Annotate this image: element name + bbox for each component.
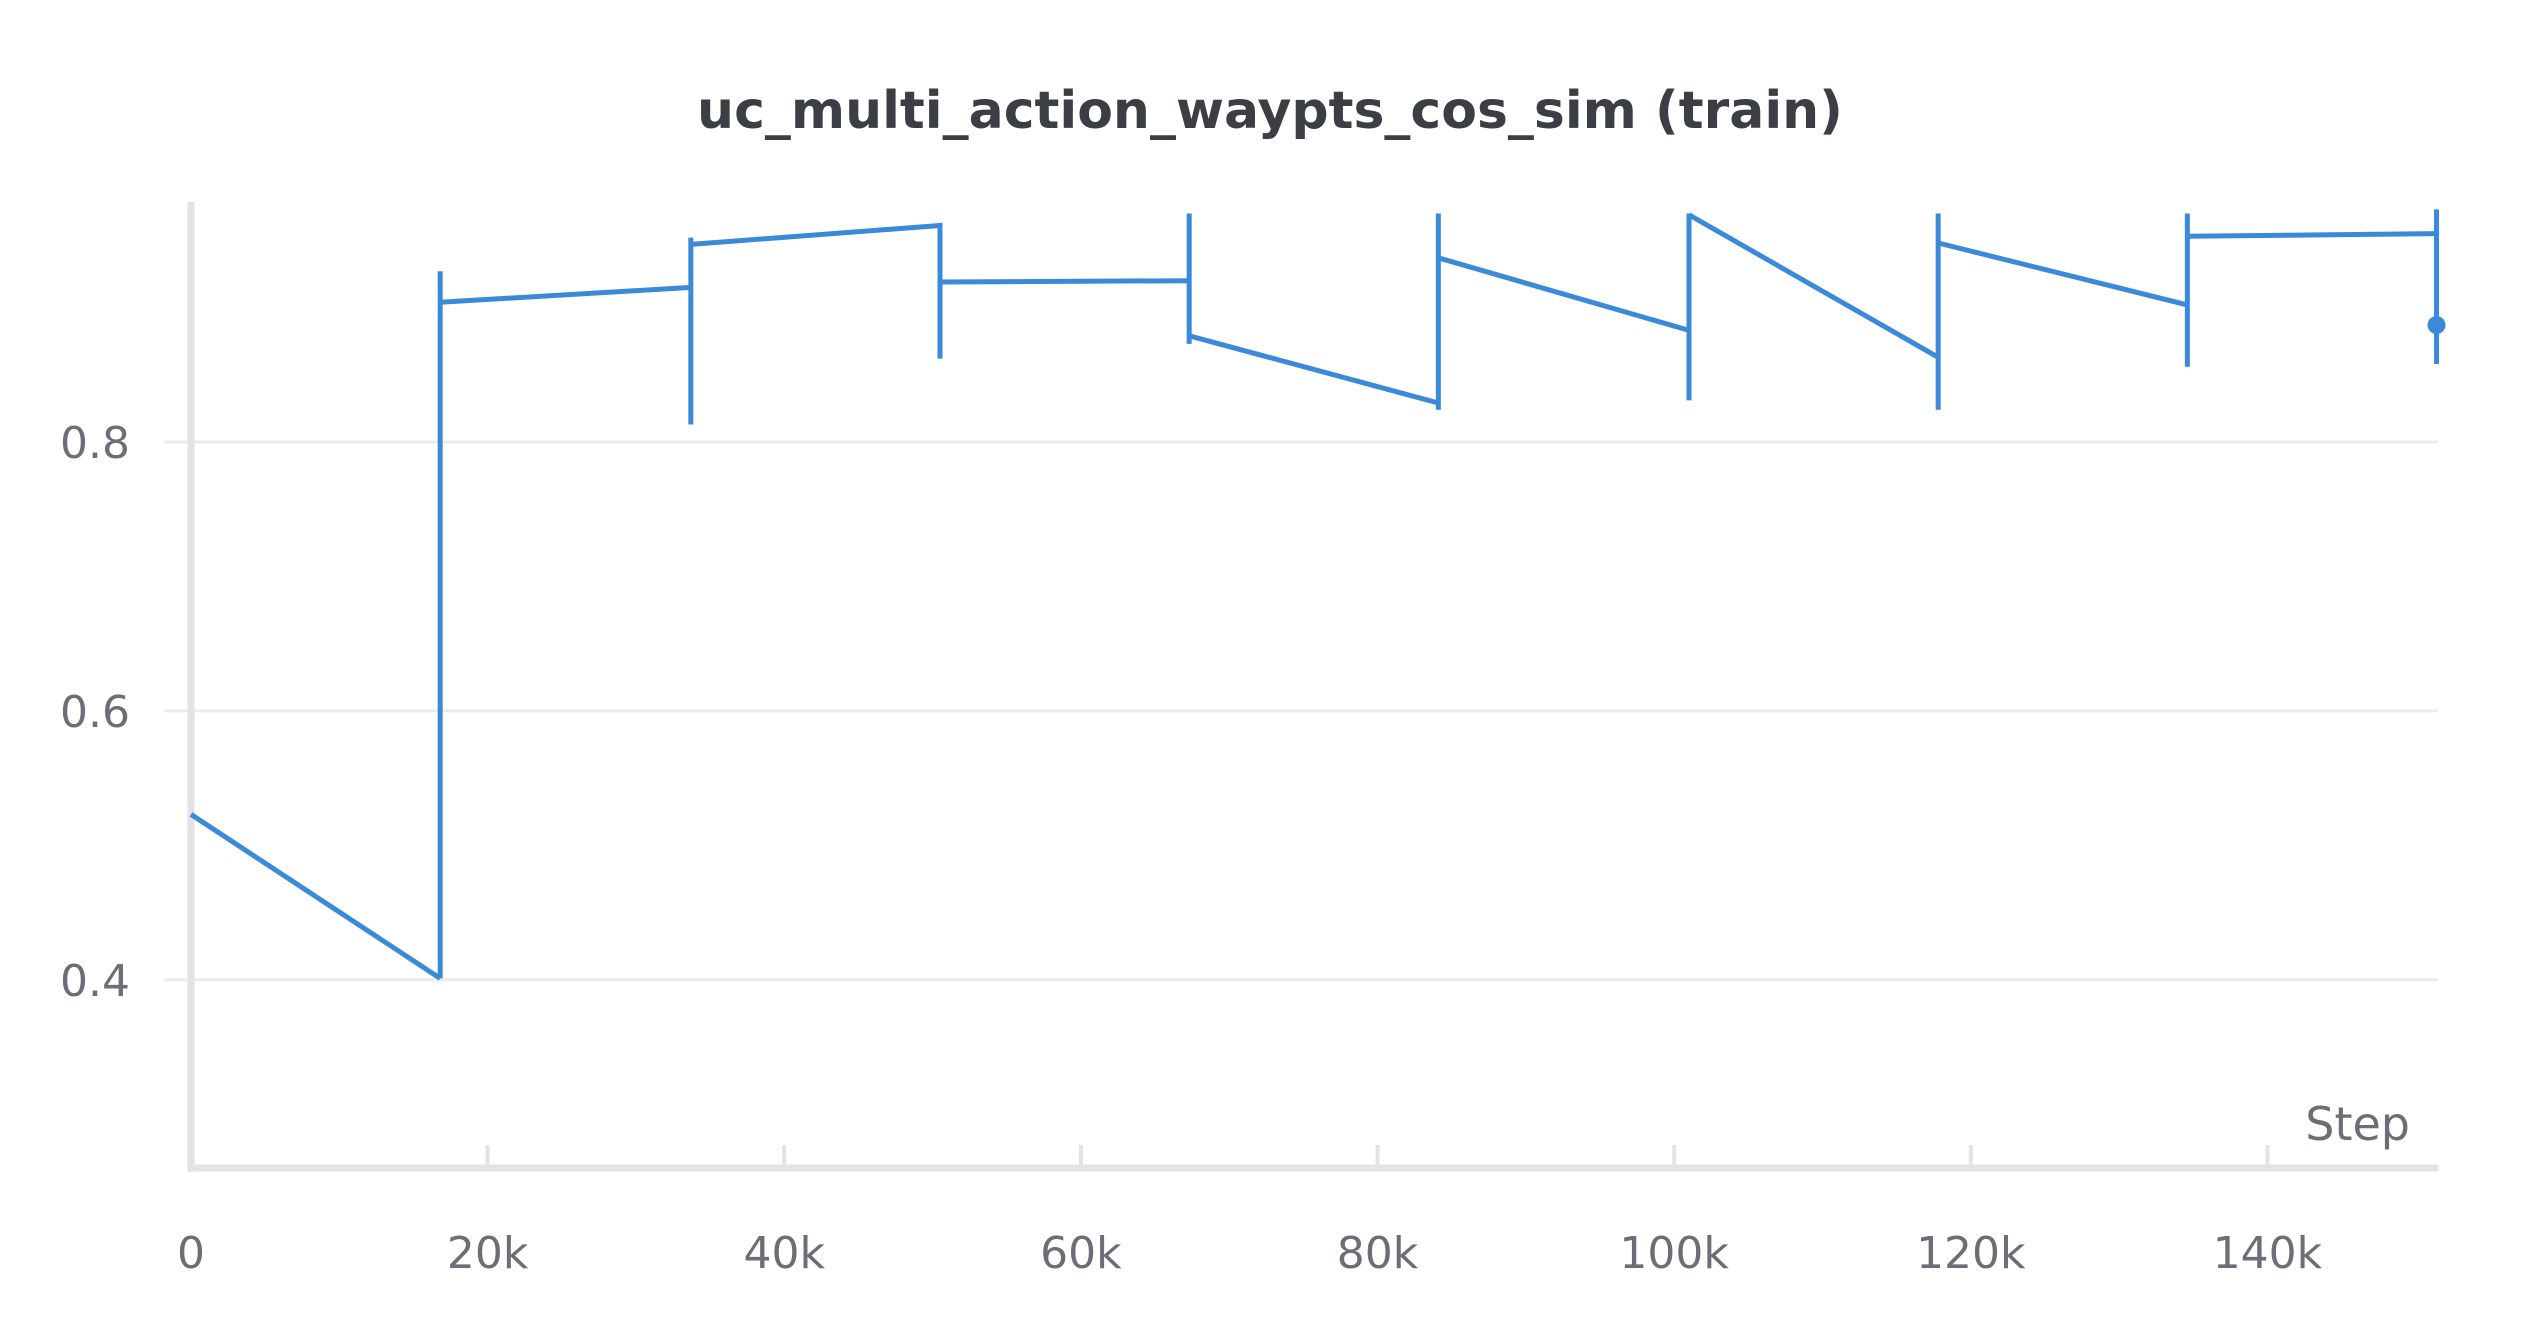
series-line-segment — [1937, 240, 2188, 308]
x-tick-label: 140k — [2213, 1228, 2323, 1279]
x-tick-label: 60k — [1040, 1228, 1122, 1279]
x-tick-label: 100k — [1619, 1228, 1729, 1279]
series-line-segment — [690, 223, 941, 247]
x-tick-label: 120k — [1916, 1228, 2026, 1279]
series-line-segment — [189, 812, 442, 981]
chart-title: uc_multi_action_waypts_cos_sim (train) — [697, 81, 1843, 141]
series-line-segment — [1188, 333, 1439, 406]
x-tick-label: 40k — [744, 1228, 826, 1279]
series-line-segment — [1687, 212, 1940, 360]
series-area — [189, 209, 2446, 981]
series-line-segment — [2187, 231, 2437, 239]
series-line-segment — [1437, 255, 1690, 333]
series-line-segment — [939, 278, 1190, 285]
x-tick-label: 80k — [1337, 1228, 1419, 1279]
y-tick-label: 0.6 — [60, 687, 130, 738]
series-line-segment — [440, 284, 691, 305]
last-point-marker — [2427, 316, 2446, 335]
y-tick-label: 0.4 — [60, 956, 130, 1007]
x-tick-label: 20k — [447, 1228, 529, 1279]
x-tick-label: 0 — [177, 1228, 205, 1279]
y-tick-label: 0.8 — [60, 418, 130, 469]
grid — [164, 440, 2438, 982]
x-axis-label: Step — [2305, 1097, 2410, 1151]
axes: 0.4 0.6 0.8 0 20k 40k 60k 80k 100k 120k 140k — [60, 202, 2438, 1279]
